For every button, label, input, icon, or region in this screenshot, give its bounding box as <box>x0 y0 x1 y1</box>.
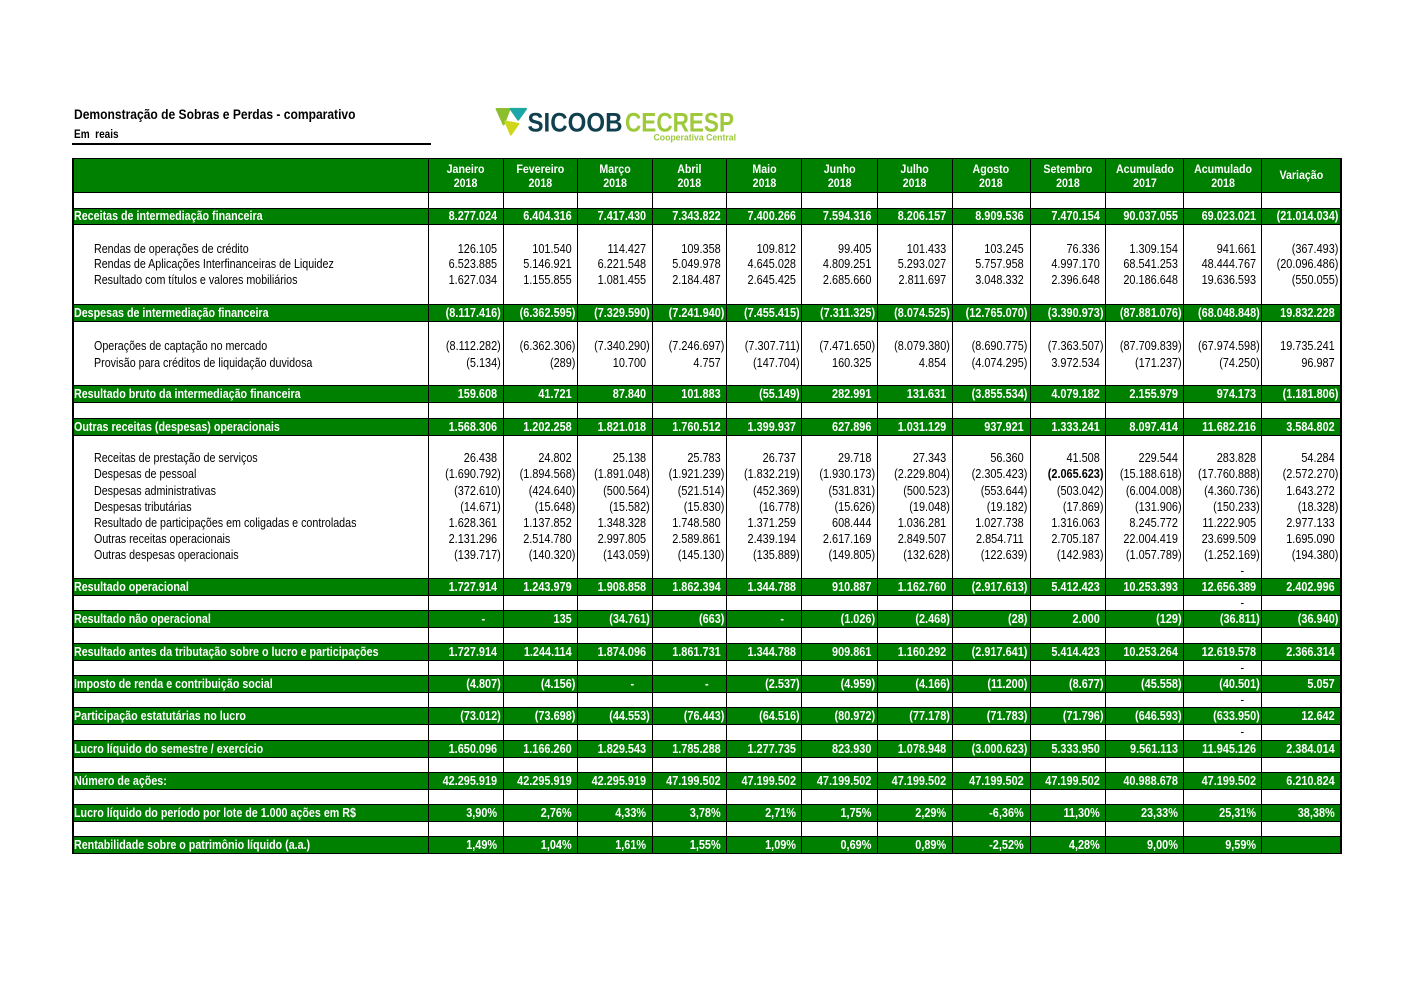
svg-text:SICOOB: SICOOB <box>528 109 623 138</box>
svg-text:CECRESP: CECRESP <box>625 109 734 138</box>
svg-text:Cooperativa Central: Cooperativa Central <box>653 132 736 142</box>
